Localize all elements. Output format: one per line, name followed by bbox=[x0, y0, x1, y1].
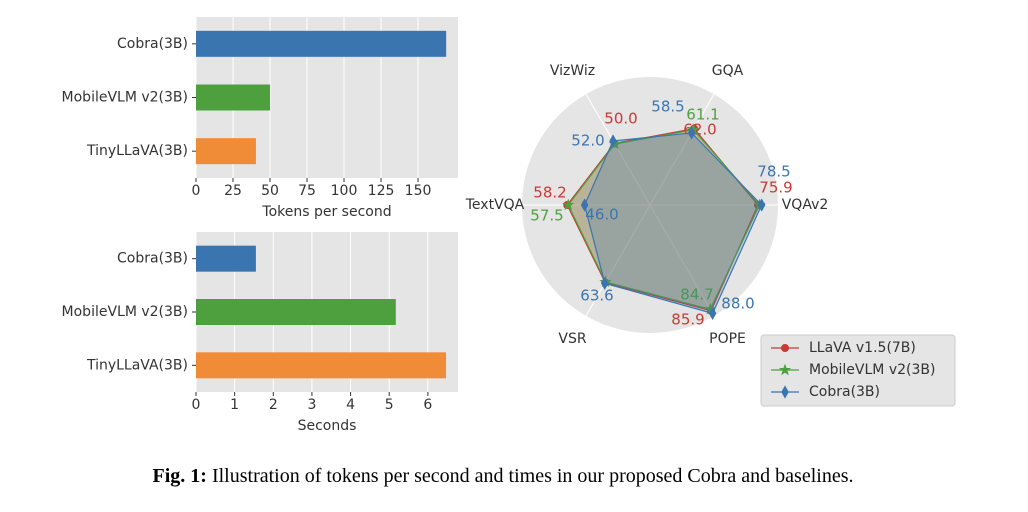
y-tick-label: TinyLLaVA(3B) bbox=[86, 143, 188, 159]
x-axis-label: Seconds bbox=[298, 418, 357, 434]
x-tick-label: 150 bbox=[405, 183, 432, 199]
x-tick-label: 1 bbox=[230, 397, 239, 413]
radar-marker bbox=[580, 198, 589, 212]
x-tick-label: 0 bbox=[192, 397, 201, 413]
legend-marker bbox=[781, 385, 789, 399]
legend-marker bbox=[781, 344, 789, 352]
x-tick-label: 2 bbox=[269, 397, 278, 413]
x-tick-label: 50 bbox=[261, 183, 279, 199]
x-tick-label: 4 bbox=[346, 397, 355, 413]
legend-marker bbox=[778, 363, 792, 376]
bar bbox=[196, 352, 447, 379]
y-tick-label: TinyLLaVA(3B) bbox=[86, 357, 188, 373]
value-label: 52.0 bbox=[571, 132, 604, 150]
value-label: 63.6 bbox=[580, 287, 613, 305]
radar-marker bbox=[600, 276, 609, 290]
value-label: 78.5 bbox=[757, 163, 790, 181]
value-label: 50.0 bbox=[604, 110, 637, 128]
caption-text: Illustration of tokens per second and ti… bbox=[212, 465, 854, 487]
spoke bbox=[585, 204, 651, 317]
legend-label: LLaVA v1.5(7B) bbox=[809, 340, 916, 356]
value-label: 46.0 bbox=[585, 206, 618, 224]
value-label: 58.2 bbox=[533, 184, 566, 202]
axis-label: GQA bbox=[712, 63, 744, 79]
radar-marker bbox=[687, 126, 696, 140]
y-tick-label: MobileVLM v2(3B) bbox=[62, 304, 188, 320]
caption-label: Fig. 1: bbox=[153, 465, 207, 487]
axis-label: VSR bbox=[558, 331, 586, 347]
y-tick-label: Cobra(3B) bbox=[117, 36, 188, 52]
radar-marker bbox=[609, 134, 617, 148]
legend-label: MobileVLM v2(3B) bbox=[809, 362, 935, 378]
bar bbox=[196, 299, 396, 325]
caption: Fig. 1: Illustration of tokens per secon… bbox=[153, 465, 854, 487]
y-tick-label: Cobra(3B) bbox=[117, 251, 188, 267]
bar bbox=[196, 84, 271, 111]
bar bbox=[196, 245, 256, 272]
legend-label: Cobra(3B) bbox=[809, 384, 880, 400]
axis-label: VizWiz bbox=[550, 63, 595, 79]
radar-marker bbox=[757, 198, 766, 212]
value-label: 61.1 bbox=[686, 106, 719, 124]
x-tick-label: 25 bbox=[224, 183, 242, 199]
axis-label: TextVQA bbox=[465, 197, 525, 213]
x-tick-label: 6 bbox=[423, 397, 432, 413]
y-tick-label: MobileVLM v2(3B) bbox=[62, 90, 188, 106]
value-label: 58.5 bbox=[651, 98, 684, 116]
radar-marker bbox=[708, 306, 717, 320]
value-label: 84.7 bbox=[680, 286, 713, 304]
spoke bbox=[649, 93, 715, 206]
value-label: 85.9 bbox=[671, 311, 704, 329]
x-tick-label: 75 bbox=[298, 183, 316, 199]
x-axis-label: Tokens per second bbox=[261, 204, 391, 220]
x-tick-label: 3 bbox=[307, 397, 316, 413]
spoke bbox=[585, 93, 651, 206]
radar-marker bbox=[562, 198, 575, 211]
x-tick-label: 100 bbox=[331, 183, 358, 199]
value-label: 75.9 bbox=[759, 179, 792, 197]
axis-label: VQAv2 bbox=[782, 197, 829, 213]
spoke bbox=[649, 204, 715, 317]
bar bbox=[196, 30, 447, 57]
axis-label: POPE bbox=[709, 331, 746, 347]
value-label: 57.5 bbox=[530, 207, 563, 225]
x-tick-label: 5 bbox=[385, 397, 394, 413]
x-tick-label: 125 bbox=[368, 183, 395, 199]
x-tick-label: 0 bbox=[192, 183, 201, 199]
value-label: 88.0 bbox=[721, 295, 754, 313]
bar bbox=[196, 138, 256, 165]
legend-box bbox=[760, 334, 956, 407]
